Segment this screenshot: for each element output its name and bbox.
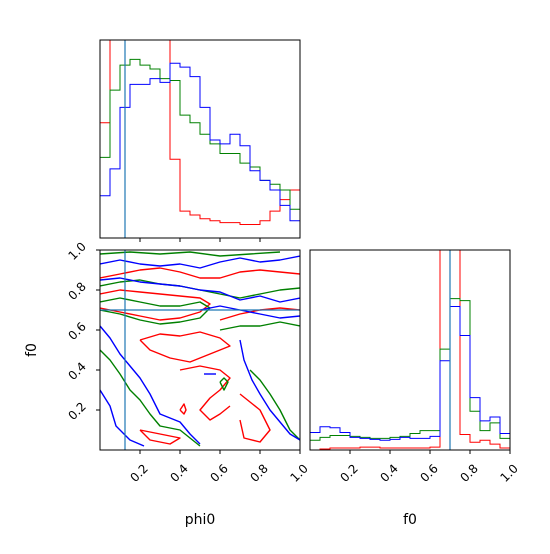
x-tick-label: 0.6: [417, 461, 440, 484]
f0-marginal-frame: [309, 249, 511, 451]
contour-green: [219, 377, 229, 391]
contour-blue: [100, 325, 201, 445]
hist-series-blue: [310, 305, 510, 450]
phi0-marginal-frame: [99, 39, 301, 239]
x-tick-label: 0.6: [207, 461, 230, 484]
x-axis-label-phi0: phi0: [185, 512, 216, 528]
x-tick-label: 0.4: [167, 461, 190, 484]
contour-green: [249, 369, 300, 441]
x-axis-label-f0: f0: [403, 512, 417, 528]
contour-green: [100, 349, 201, 447]
contour-red: [139, 429, 181, 445]
x-tick-label: 1.0: [287, 461, 310, 484]
contour-blue: [100, 389, 145, 447]
contour-red: [179, 365, 231, 421]
contour-green: [100, 279, 300, 299]
joint-frame: [99, 249, 301, 451]
contour-blue: [100, 277, 300, 303]
hist-series-red: [100, 40, 300, 238]
y-tick-label: 0.4: [65, 359, 88, 382]
hist-series-green: [310, 298, 510, 450]
right-histogram: [310, 250, 510, 450]
top-histogram: [100, 40, 300, 238]
contour-blue: [100, 255, 300, 269]
contour-red: [100, 289, 211, 321]
x-tick-label: 1.0: [497, 461, 520, 484]
contour-red: [239, 393, 271, 443]
contour-blue: [199, 305, 300, 319]
x-tick-label: 0.2: [337, 461, 360, 484]
joint-contours: [100, 250, 300, 450]
x-tick-label: 0.2: [127, 461, 150, 484]
y-axis-label-f0: f0: [24, 343, 40, 357]
y-tick-label: 0.2: [65, 399, 88, 422]
hist-series-red: [310, 250, 510, 450]
y-tick-label: 0.6: [65, 319, 88, 342]
contour-green: [219, 321, 300, 331]
x-tick-label: 0.8: [247, 461, 270, 484]
contour-red: [100, 267, 300, 279]
contour-green: [100, 251, 281, 257]
hist-series-blue: [100, 62, 300, 238]
contour-blue: [239, 339, 300, 441]
x-tick-label: 0.4: [377, 461, 400, 484]
y-tick-label: 1.0: [65, 239, 88, 262]
contour-red: [179, 403, 187, 415]
y-tick-label: 0.8: [65, 279, 88, 302]
contour-red: [139, 331, 231, 363]
x-tick-label: 0.8: [457, 461, 480, 484]
